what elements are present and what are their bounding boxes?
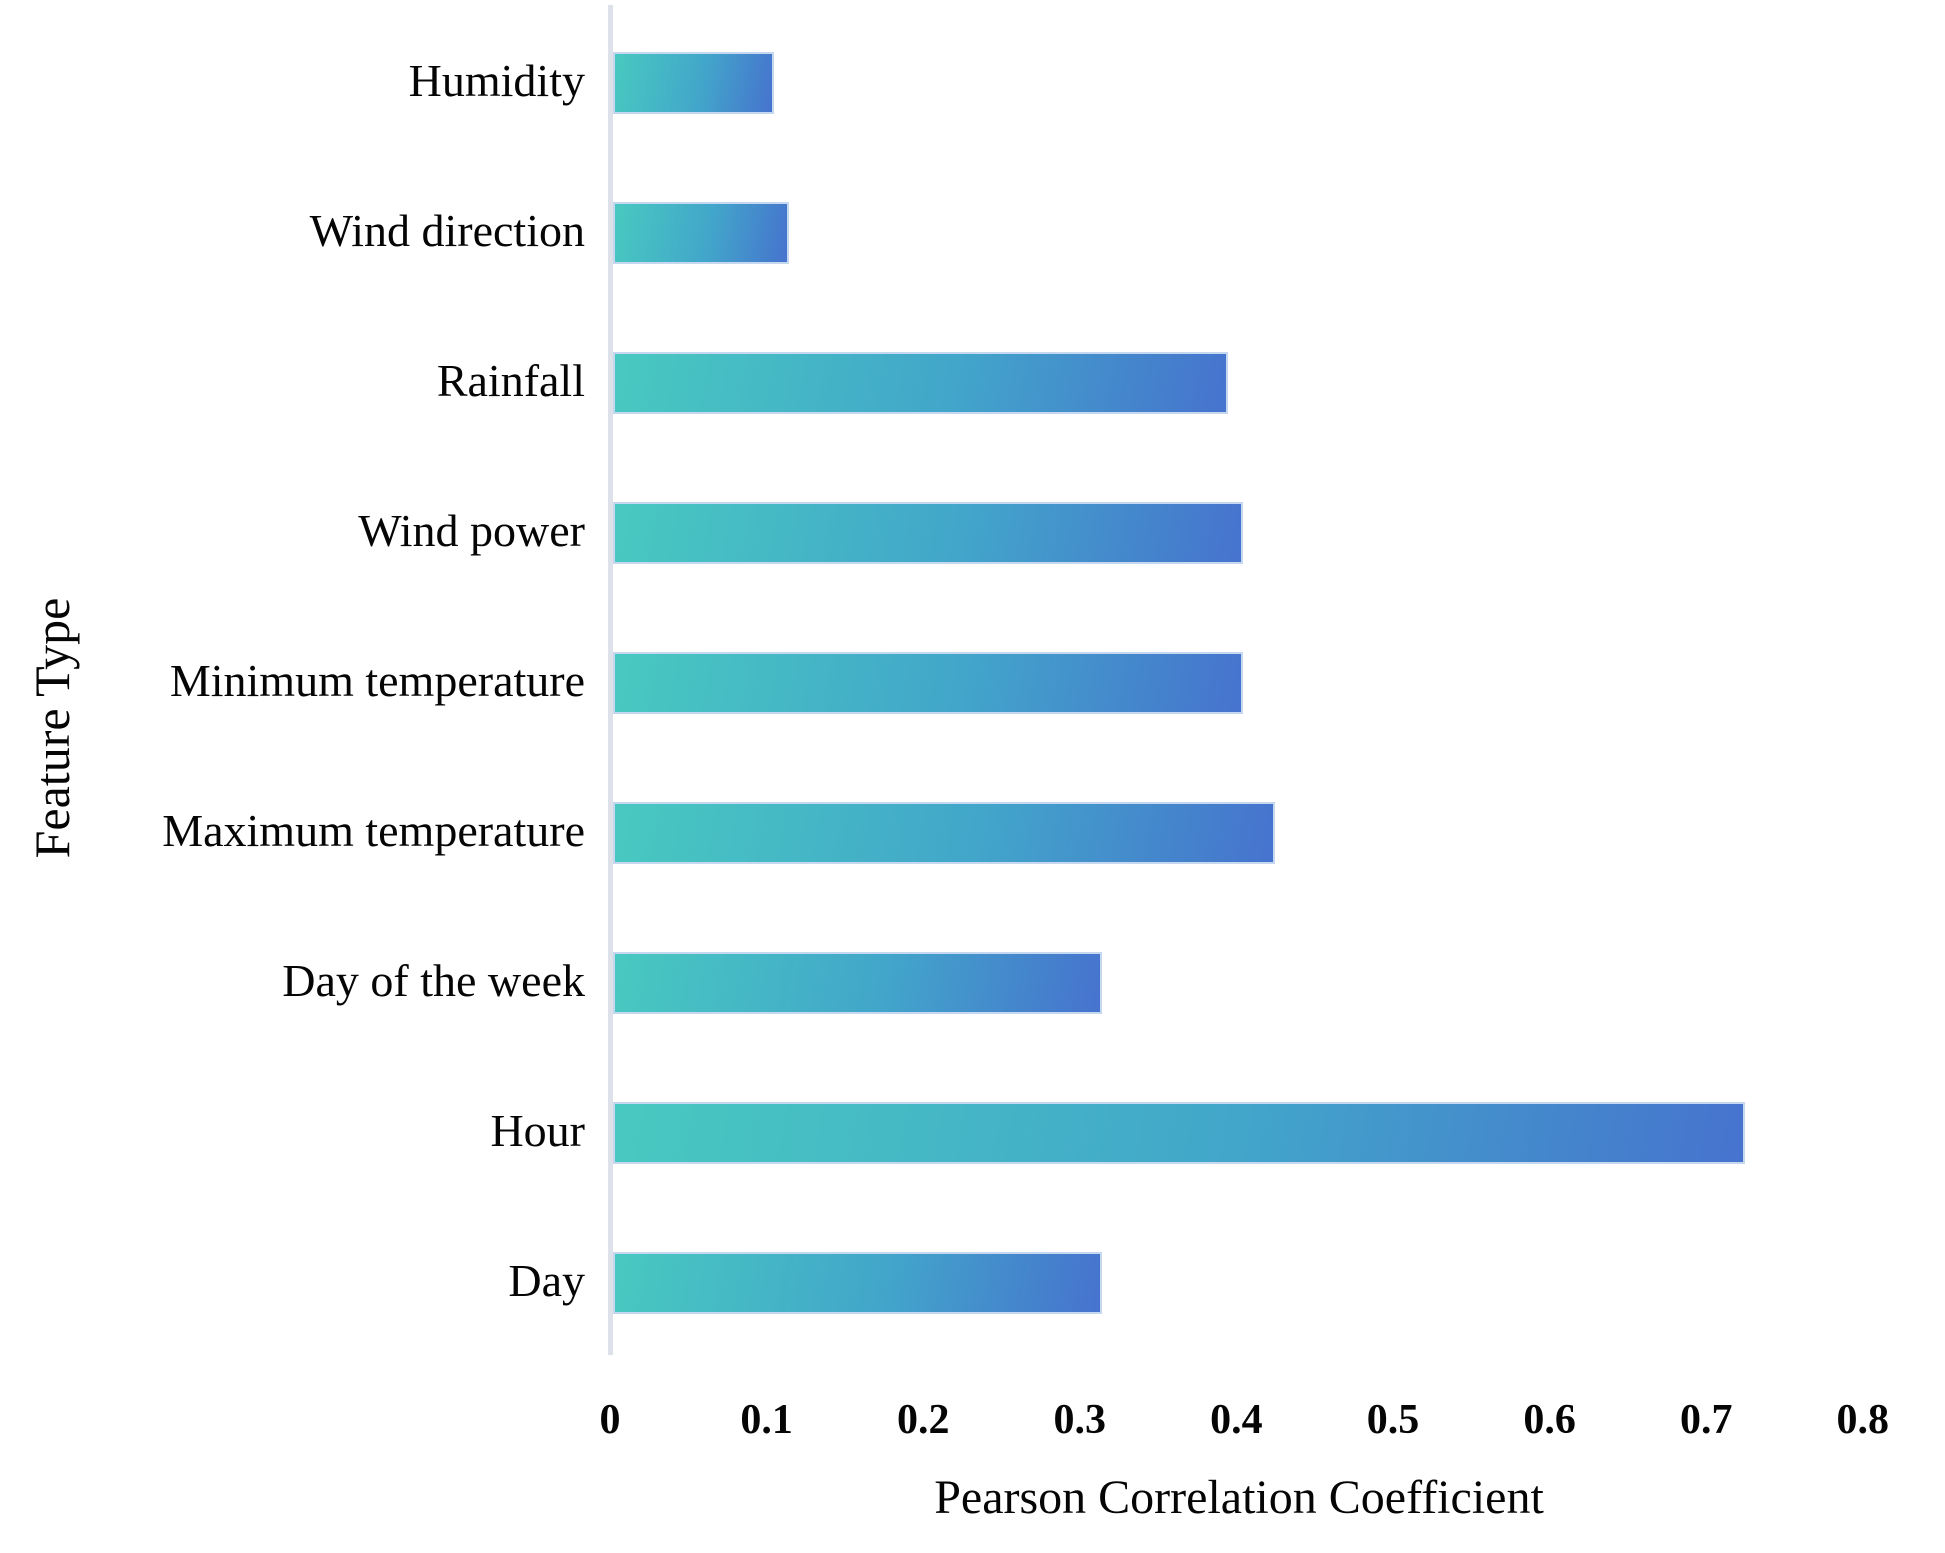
category-label: Maximum temperature — [162, 805, 585, 856]
category-label: Wind direction — [309, 205, 585, 256]
bar — [613, 802, 1275, 864]
bar — [613, 352, 1228, 414]
bar — [613, 1102, 1745, 1164]
x-tick-label: 0 — [599, 1397, 621, 1443]
category-label: Wind power — [358, 505, 585, 556]
x-tick-label: 0.5 — [1366, 1397, 1420, 1443]
bar — [613, 952, 1102, 1014]
bar — [613, 652, 1243, 714]
category-label: Rainfall — [436, 355, 585, 406]
x-axis-title: Pearson Correlation Coefficient — [934, 1471, 1544, 1524]
bar — [613, 52, 774, 114]
x-tick-label: 0.2 — [896, 1397, 950, 1443]
x-tick-label: 0.4 — [1210, 1397, 1263, 1443]
x-tick-label: 0.6 — [1523, 1397, 1576, 1443]
bar — [613, 1252, 1102, 1314]
bar — [613, 202, 789, 264]
x-tick-label: 0.7 — [1679, 1397, 1733, 1443]
category-label: Day of the week — [282, 955, 585, 1006]
category-label: Humidity — [408, 55, 585, 106]
y-axis-line — [608, 5, 613, 1355]
category-label: Day — [508, 1255, 585, 1306]
category-label: Hour — [490, 1105, 585, 1156]
bar — [613, 502, 1243, 564]
category-label: Minimum temperature — [169, 655, 585, 706]
x-tick-label: 0.1 — [740, 1397, 793, 1443]
x-tick-label: 0.3 — [1053, 1397, 1107, 1443]
x-tick-label: 0.8 — [1836, 1397, 1890, 1443]
